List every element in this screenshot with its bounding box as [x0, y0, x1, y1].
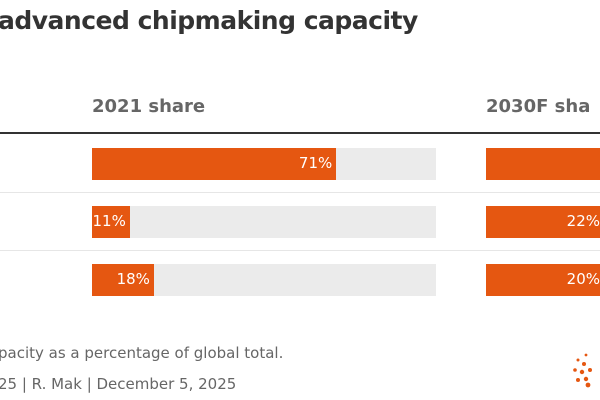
- row-divider: [0, 192, 600, 193]
- bar-2021: [92, 148, 337, 180]
- chart-title: advanced chipmaking capacity: [0, 6, 418, 35]
- footnote: pacity as a percentage of global total.: [0, 344, 284, 362]
- reuters-logo-icon: [573, 353, 592, 388]
- bar-2030f: 20%: [486, 264, 600, 296]
- bar-label-2030f: 20%: [566, 270, 600, 288]
- bar-track-2021: 11%: [92, 206, 436, 238]
- header-rule: [0, 132, 600, 134]
- bar-label-2021: 11%: [92, 212, 126, 230]
- bar-label-2021: 18%: [116, 270, 150, 288]
- bar-2030f: [486, 148, 600, 180]
- bar-2021: [92, 264, 154, 296]
- bar-track-2021: 18%: [92, 264, 436, 296]
- column-header-2021: 2021 share: [92, 96, 206, 117]
- bar-label-2030f: 22%: [566, 212, 600, 230]
- bar-2030f: 22%: [486, 206, 600, 238]
- source-line: 25 | R. Mak | December 5, 2025: [0, 375, 237, 393]
- bar-2021: [92, 206, 130, 238]
- row-divider: [0, 250, 600, 251]
- column-header-2030f: 2030F sha: [486, 96, 591, 117]
- bar-label-2021: 71%: [298, 154, 333, 172]
- bar-track-2021: 71%: [92, 148, 436, 180]
